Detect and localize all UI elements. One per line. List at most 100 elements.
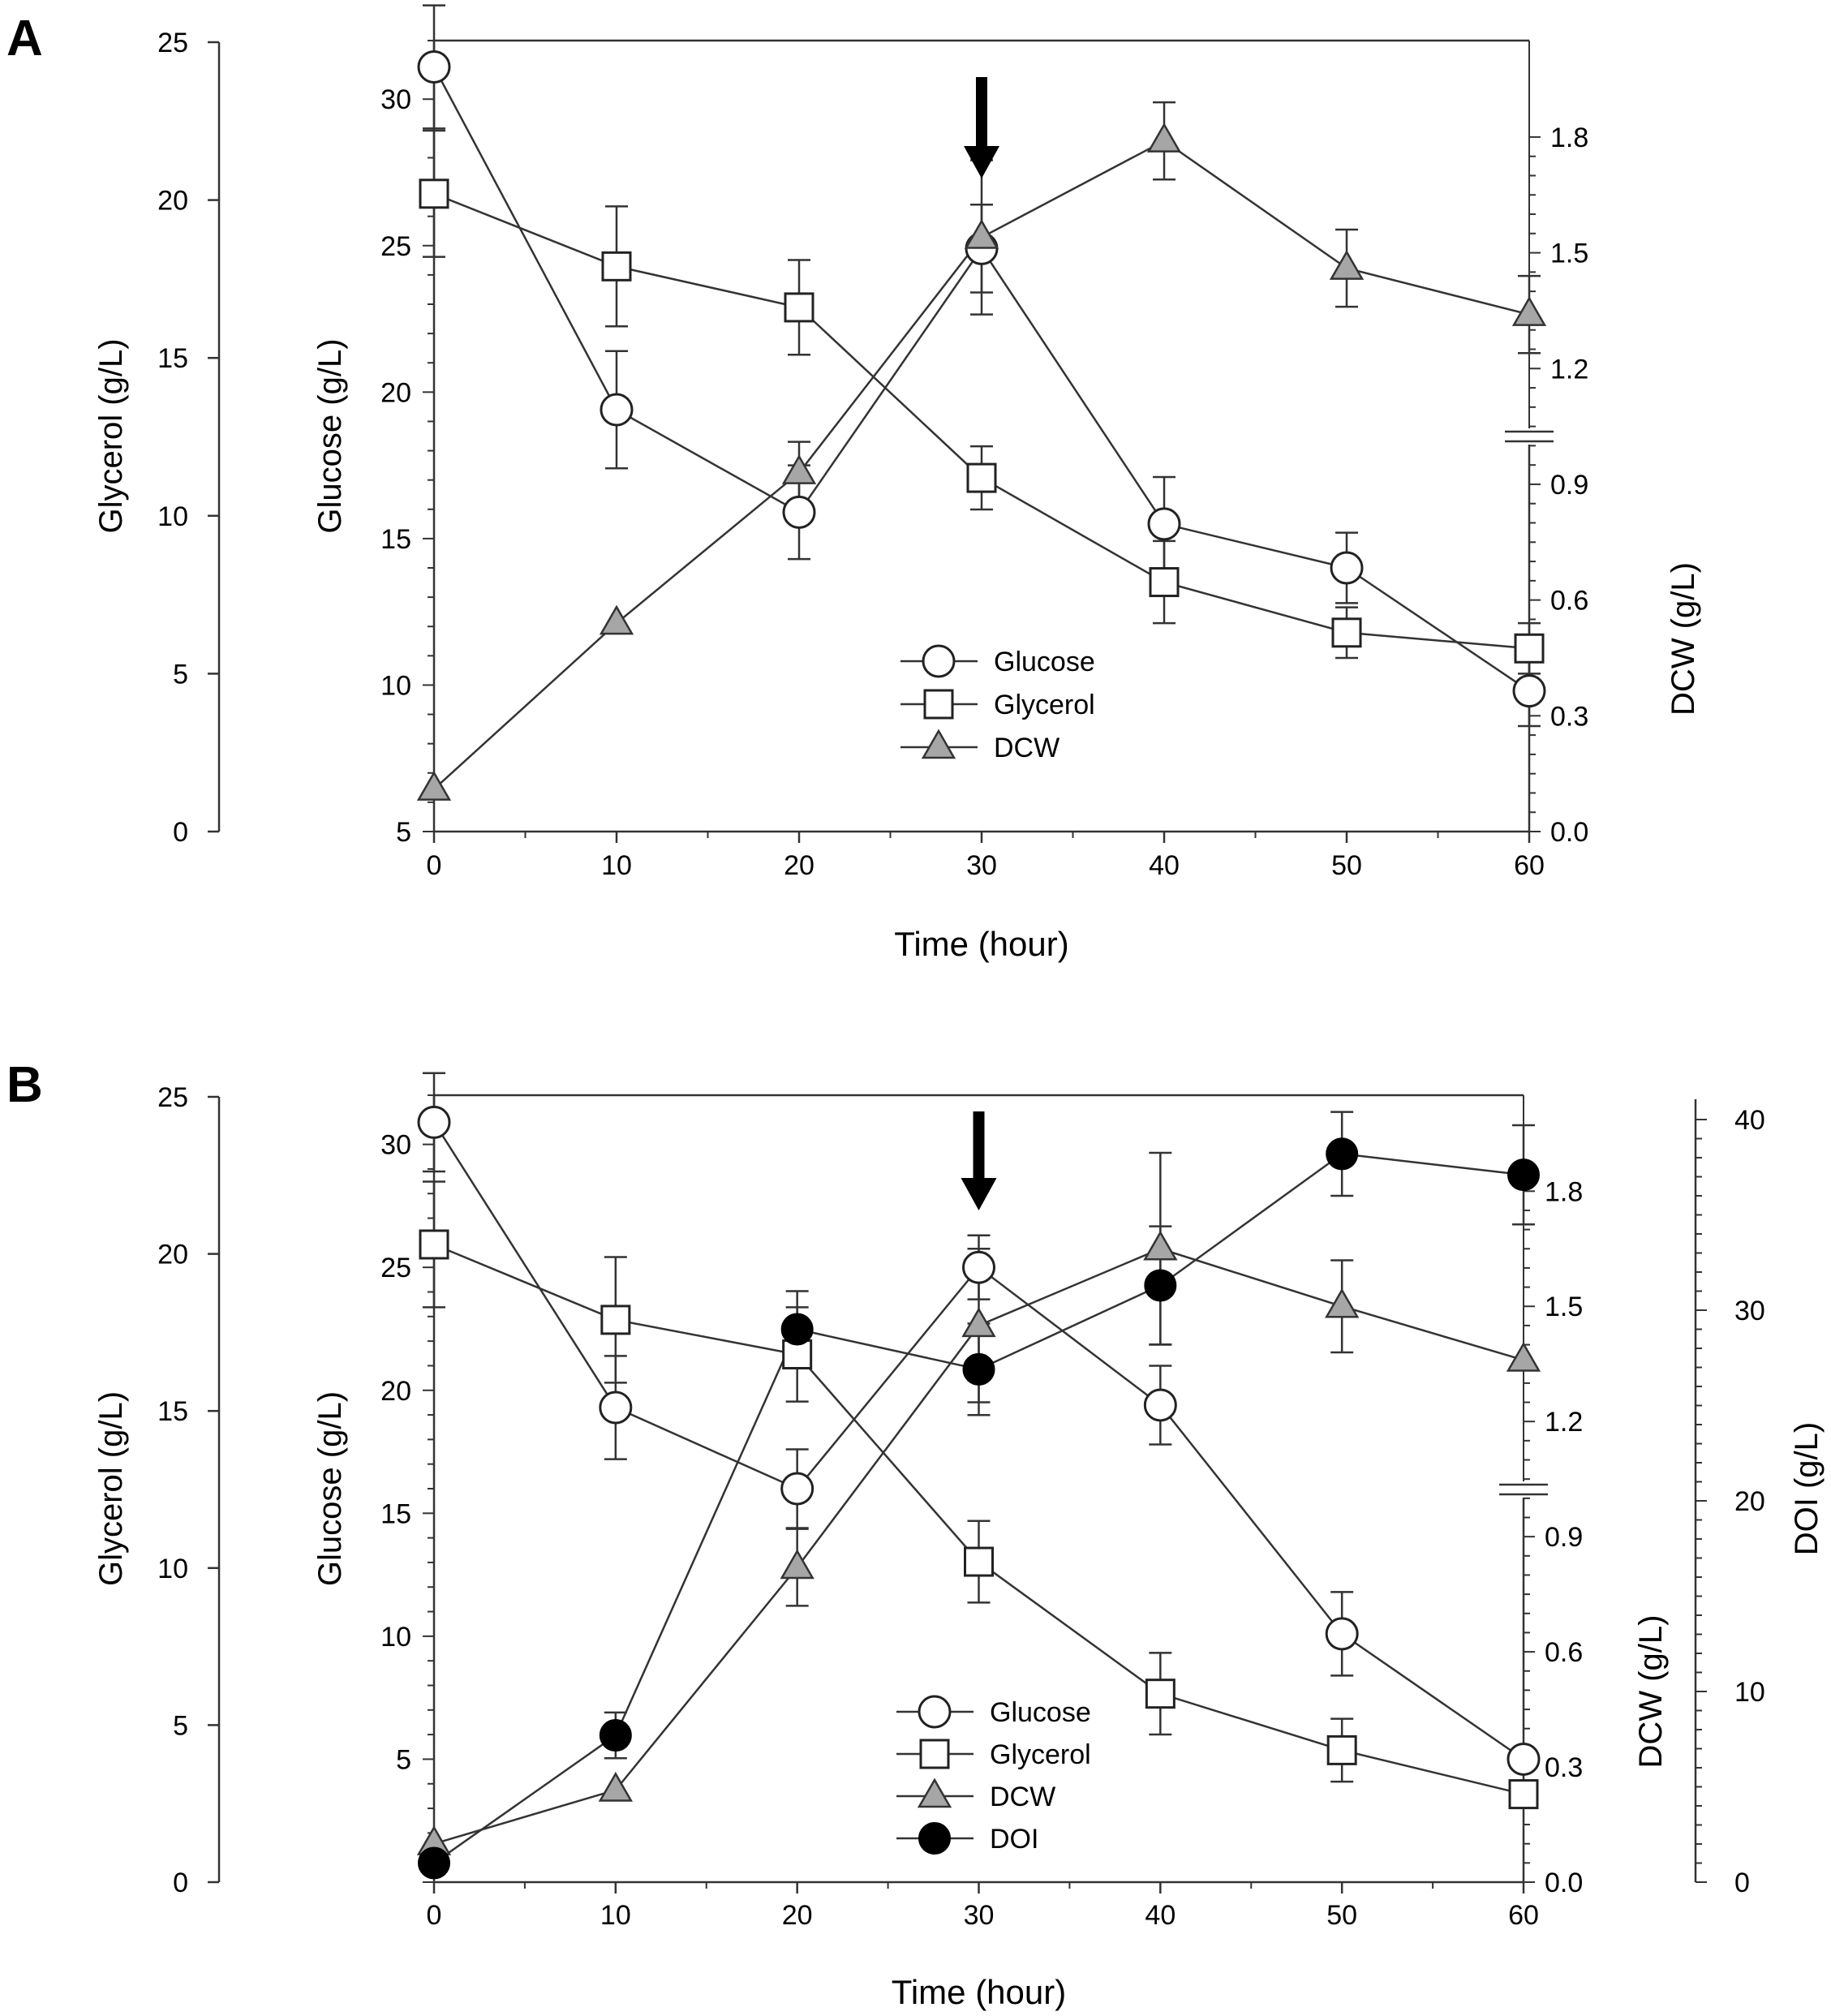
dcw-tick-label: 0.0 <box>1550 817 1588 848</box>
x-axis-label: Time (hour) <box>894 925 1068 963</box>
arrow-shaft <box>973 1111 985 1180</box>
glucose-tick-label: 10 <box>380 1622 411 1653</box>
data-point-dcw <box>961 1307 996 1338</box>
dcw-axis-label: DCW (g/L) <box>1666 562 1701 716</box>
chart-panel-b: 0 5 10 15 20 25 Glycerol (g/L) 5 10 15 20 25 30 Gluco… <box>93 1072 1825 2011</box>
x-tick-label: 20 <box>784 850 814 881</box>
data-point-dcw <box>781 454 817 484</box>
data-point-glucose <box>962 1250 995 1284</box>
data-point-glycerol <box>419 1229 449 1260</box>
arrow-head <box>961 1178 997 1210</box>
data-point-dcw <box>1146 123 1182 153</box>
data-point-dcw <box>599 604 634 635</box>
x-tick-label: 30 <box>966 850 997 881</box>
legend-label-glucose: Glucose <box>990 1697 1091 1728</box>
data-point-glycerol <box>419 178 449 209</box>
data-point-glucose <box>1506 1742 1541 1776</box>
glucose-tick-label: 5 <box>396 1744 411 1775</box>
legend-marker-glycerol <box>923 689 954 720</box>
glucose-tick-label: 25 <box>380 231 411 262</box>
legend-label-glycerol: Glycerol <box>994 690 1095 720</box>
legend-marker-glucose <box>922 644 956 678</box>
x-tick-label: 50 <box>1331 850 1362 881</box>
data-point-doi <box>962 1352 995 1386</box>
glucose-tick-label: 20 <box>380 1376 411 1407</box>
data-point-glucose <box>417 50 451 84</box>
glycerol-axis-label: Glycerol (g/L) <box>93 338 129 533</box>
glycerol-tick-label: 5 <box>173 1710 188 1741</box>
data-point-dcw <box>1506 1341 1541 1372</box>
glycerol-tick-label: 10 <box>157 1554 188 1584</box>
data-point-glycerol <box>1145 1679 1176 1709</box>
dcw-axis-label: DCW (g/L) <box>1633 1615 1669 1769</box>
data-point-glucose <box>1143 1388 1177 1422</box>
x-tick-label: 0 <box>427 850 442 881</box>
data-point-glucose <box>780 1472 814 1506</box>
data-point-dcw <box>1143 1230 1178 1261</box>
x-axis-label: Time (hour) <box>892 1973 1066 2011</box>
x-tick-label: 10 <box>601 850 632 881</box>
panel-label-a: A <box>6 11 43 67</box>
data-point-dcw <box>598 1771 633 1802</box>
doi-tick-label: 40 <box>1734 1105 1765 1136</box>
data-point-dcw <box>780 1549 814 1580</box>
data-point-glucose <box>417 1105 451 1139</box>
data-point-glucose <box>782 495 816 529</box>
legend-marker-dcw <box>921 729 956 759</box>
legend-marker-glycerol <box>919 1739 950 1769</box>
dcw-tick-label: 0.3 <box>1545 1752 1583 1783</box>
data-point-dcw <box>416 771 452 801</box>
dcw-tick-label: 1.2 <box>1550 354 1588 385</box>
glycerol-tick-label: 15 <box>157 1396 188 1427</box>
data-point-glycerol <box>1514 633 1545 664</box>
data-point-glucose <box>1325 1617 1359 1651</box>
glycerol-axis-label: Glycerol (g/L) <box>93 1391 129 1586</box>
glycerol-tick-label: 25 <box>157 28 188 58</box>
glucose-tick-label: 5 <box>396 817 411 848</box>
data-point-dcw <box>1511 296 1547 326</box>
x-tick-label: 0 <box>427 1900 442 1931</box>
panel-label-b: B <box>6 1057 43 1113</box>
glucose-tick-label: 30 <box>380 84 411 115</box>
glycerol-tick-label: 20 <box>157 1240 188 1270</box>
x-tick-label: 60 <box>1508 1900 1539 1931</box>
legend-label-glycerol: Glycerol <box>990 1739 1091 1770</box>
x-tick-label: 40 <box>1145 1900 1176 1931</box>
dcw-tick-label: 0.9 <box>1545 1522 1583 1553</box>
data-point-doi <box>599 1719 632 1752</box>
dcw-tick-label: 1.5 <box>1550 239 1588 269</box>
data-point-dcw <box>1325 1287 1360 1318</box>
glycerol-tick-label: 25 <box>157 1082 188 1113</box>
legend-label-glucose: Glucose <box>994 647 1095 677</box>
doi-tick-label: 30 <box>1734 1296 1765 1326</box>
data-point-glucose <box>1512 674 1546 708</box>
glycerol-tick-label: 15 <box>157 343 188 374</box>
data-point-glycerol <box>1149 567 1180 598</box>
glycerol-tick-label: 10 <box>157 501 188 532</box>
dcw-tick-label: 1.5 <box>1545 1292 1583 1322</box>
data-point-glycerol <box>1326 1734 1357 1765</box>
arrow-shaft <box>976 77 987 148</box>
series-line-glucose <box>432 1121 1524 1760</box>
glucose-tick-label: 15 <box>380 1498 411 1529</box>
dcw-tick-label: 0.6 <box>1550 586 1588 617</box>
legend-label-doi: DOI <box>990 1824 1038 1855</box>
data-point-glycerol <box>966 462 997 493</box>
glucose-tick-label: 25 <box>380 1253 411 1283</box>
legend-label-dcw: DCW <box>990 1782 1055 1812</box>
data-point-glycerol <box>601 251 632 282</box>
doi-tick-label: 10 <box>1734 1677 1765 1708</box>
data-point-glycerol <box>784 292 814 323</box>
data-point-glycerol <box>1331 617 1362 648</box>
glycerol-tick-label: 20 <box>157 186 188 217</box>
data-point-glucose <box>1330 551 1364 585</box>
glucose-tick-label: 30 <box>380 1130 411 1161</box>
x-tick-label: 20 <box>782 1900 813 1931</box>
glycerol-tick-label: 0 <box>173 817 188 848</box>
data-point-doi <box>418 1846 450 1880</box>
arrow-head <box>964 146 999 178</box>
dcw-tick-label: 1.8 <box>1550 123 1588 153</box>
data-point-glucose <box>599 1391 633 1425</box>
data-point-glucose <box>600 393 634 427</box>
